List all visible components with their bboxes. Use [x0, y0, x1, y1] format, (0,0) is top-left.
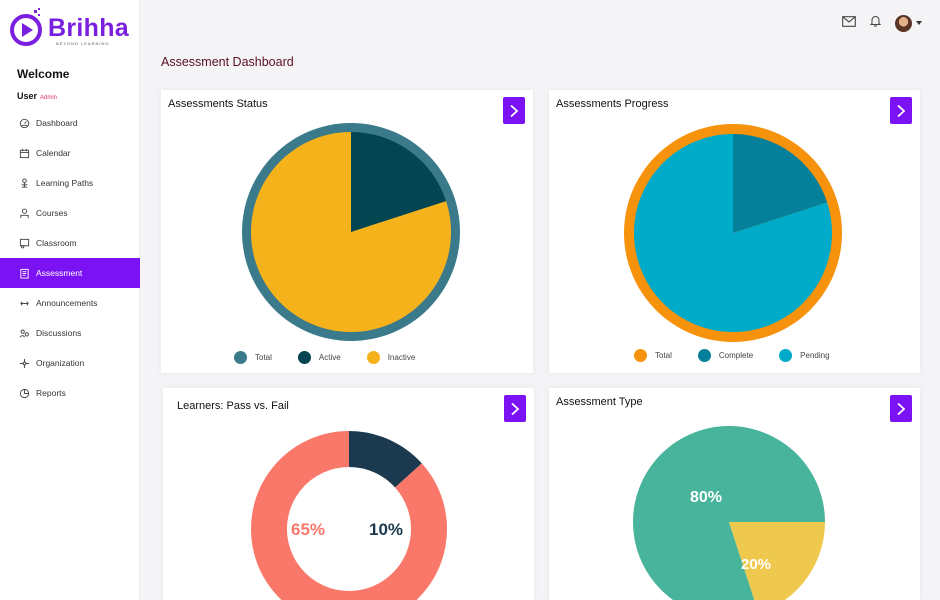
- avatar[interactable]: [895, 14, 912, 32]
- sidebar-item-courses[interactable]: Courses: [0, 198, 140, 228]
- chart-legend: Total Complete Pending: [634, 349, 856, 362]
- legend-label: Active: [318, 353, 341, 362]
- brand-tagline: BEYOND LEARNING: [56, 41, 110, 46]
- assessment-type-card: Assessment Type 80% 20%: [549, 388, 920, 600]
- pie-slice-type-a[interactable]: [633, 426, 825, 600]
- legend-swatch: [366, 351, 380, 364]
- legend-item: Pending: [779, 349, 830, 362]
- chart-legend: Total Active Inactive: [234, 351, 441, 364]
- brand-logo[interactable]: Brihha BEYOND LEARNING: [8, 8, 136, 48]
- open-status-button[interactable]: [503, 97, 525, 124]
- legend-item: Complete: [697, 349, 754, 362]
- chevron-right-icon: [897, 402, 906, 415]
- assessments-status-card: Assessments Status Total Active Inactive: [161, 90, 533, 373]
- sidebar-item-label: Assessment: [36, 268, 83, 278]
- pie-slice-active[interactable]: [351, 132, 447, 232]
- legend-swatch: [297, 351, 311, 364]
- sidebar-item-label: Courses: [36, 208, 68, 218]
- sidebar-item-dashboard[interactable]: Dashboard: [0, 108, 140, 138]
- assessments-progress-chart: [624, 124, 842, 342]
- open-progress-button[interactable]: [890, 97, 912, 124]
- user-role: Admin: [40, 95, 58, 101]
- pie-slice-inactive[interactable]: [250, 132, 451, 332]
- pass-fail-card: Learners: Pass vs. Fail 65% 10%: [163, 388, 534, 600]
- sidebar-item-label: Classroom: [36, 238, 77, 248]
- sidebar-item-label: Announcements: [36, 298, 98, 308]
- open-type-button[interactable]: [890, 395, 912, 422]
- sidebar-nav: Dashboard Calendar Learning Paths Course…: [0, 108, 140, 408]
- card-title: Assessment Type: [556, 396, 643, 408]
- classroom-icon: [18, 237, 30, 249]
- sidebar-item-assessment[interactable]: Assessment: [0, 258, 140, 288]
- mail-icon[interactable]: [842, 14, 856, 32]
- reports-icon: [18, 387, 30, 399]
- sidebar-item-label: Dashboard: [36, 118, 78, 128]
- data-label-type-b: 20%: [741, 556, 771, 573]
- sidebar-item-label: Reports: [36, 388, 66, 398]
- open-passfail-button[interactable]: [504, 395, 526, 422]
- legend-item: Inactive: [366, 351, 416, 364]
- donut-slice-pass[interactable]: [348, 431, 422, 489]
- legend-label: Pending: [800, 351, 830, 360]
- courses-icon: [18, 207, 30, 219]
- dashboard-icon: [18, 117, 30, 129]
- logo-icon: [10, 8, 42, 46]
- legend-label: Total: [255, 353, 272, 362]
- legend-swatch: [779, 349, 793, 362]
- sidebar-item-label: Learning Paths: [36, 178, 94, 188]
- legend-label: Complete: [718, 351, 754, 360]
- chevron-down-icon[interactable]: [916, 21, 922, 25]
- legend-swatch: [234, 351, 247, 364]
- sidebar-item-reports[interactable]: Reports: [0, 378, 140, 408]
- organization-icon: [18, 357, 30, 369]
- card-title: Assessments Status: [168, 98, 268, 110]
- pie-slice-complete[interactable]: [733, 134, 828, 233]
- assessment-type-chart: 80% 20%: [633, 426, 825, 600]
- user-label: User: [17, 91, 38, 101]
- sidebar-item-label: Discussions: [36, 328, 82, 338]
- sidebar-item-calendar[interactable]: Calendar: [0, 138, 140, 168]
- welcome-text: Welcome: [17, 67, 70, 81]
- sidebar-item-announcements[interactable]: Announcements: [0, 288, 140, 318]
- sidebar: Brihha BEYOND LEARNING Welcome User Admin…: [0, 0, 140, 600]
- legend-label: Inactive: [387, 353, 416, 362]
- sidebar-item-organization[interactable]: Organization: [0, 348, 140, 378]
- data-label-fail: 65%: [291, 520, 325, 539]
- legend-item: Active: [297, 351, 341, 364]
- user-info: User Admin: [17, 91, 57, 101]
- legend-item: Total: [234, 351, 272, 364]
- assessments-status-chart: [242, 123, 460, 341]
- bell-icon[interactable]: [869, 14, 882, 32]
- card-title: Learners: Pass vs. Fail: [177, 400, 289, 412]
- sidebar-item-discussions[interactable]: Discussions: [0, 318, 140, 348]
- discussions-icon: [18, 327, 30, 339]
- legend-item: Total: [634, 349, 672, 362]
- pie-slice-pending[interactable]: [634, 134, 832, 332]
- sidebar-item-label: Calendar: [36, 148, 71, 158]
- chevron-right-icon: [897, 104, 906, 117]
- calendar-icon: [18, 147, 30, 159]
- donut-slice-fail[interactable]: [251, 431, 447, 600]
- legend-swatch: [697, 349, 711, 362]
- assessment-icon: [18, 267, 30, 279]
- data-label-type-a: 80%: [690, 489, 722, 506]
- announcements-icon: [18, 297, 30, 309]
- legend-label: Total: [655, 351, 672, 360]
- chevron-right-icon: [510, 104, 519, 117]
- brand-name: Brihha: [48, 14, 129, 42]
- pass-fail-chart: 65% 10%: [251, 431, 447, 600]
- page-title: Assessment Dashboard: [161, 55, 294, 69]
- pie-slice-type-b[interactable]: [729, 522, 825, 600]
- sidebar-item-learning-paths[interactable]: Learning Paths: [0, 168, 140, 198]
- learning-paths-icon: [18, 177, 30, 189]
- sidebar-item-classroom[interactable]: Classroom: [0, 228, 140, 258]
- data-label-pass: 10%: [369, 520, 403, 539]
- topbar-actions: [842, 14, 922, 32]
- sidebar-item-label: Organization: [36, 358, 85, 368]
- chevron-right-icon: [511, 402, 520, 415]
- assessments-progress-card: Assessments Progress Total Complete Pend…: [549, 90, 920, 373]
- legend-swatch: [634, 349, 647, 362]
- card-title: Assessments Progress: [556, 98, 669, 110]
